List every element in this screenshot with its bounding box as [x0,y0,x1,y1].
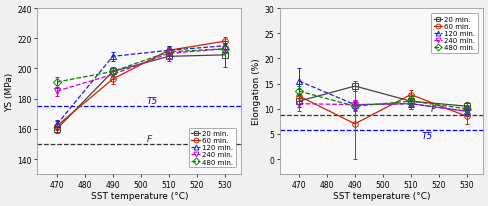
Text: T5: T5 [421,131,432,140]
Text: F: F [429,105,435,114]
Y-axis label: YS (MPa): YS (MPa) [5,72,15,111]
X-axis label: SST temperature (°C): SST temperature (°C) [90,192,188,200]
Legend: 20 min., 60 min., 120 min., 240 min., 480 min.: 20 min., 60 min., 120 min., 240 min., 48… [430,14,477,54]
Text: T5: T5 [146,97,157,106]
X-axis label: SST temperature (°C): SST temperature (°C) [332,192,429,200]
Text: F: F [146,134,151,143]
Legend: 20 min., 60 min., 120 min., 240 min., 480 min.: 20 min., 60 min., 120 min., 240 min., 48… [188,128,235,167]
Y-axis label: Elongation (%): Elongation (%) [252,59,261,125]
